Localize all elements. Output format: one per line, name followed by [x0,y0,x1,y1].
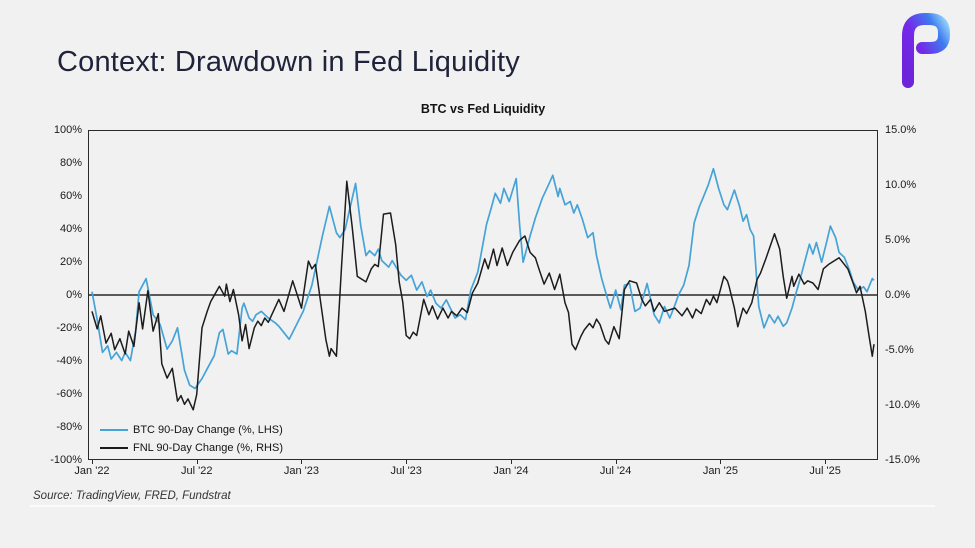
y-axis-right-tick-label: -5.0% [885,344,914,356]
x-axis-tick-mark [510,460,512,464]
footer-divider [30,505,935,507]
legend-label-fnl: FNL 90-Day Change (%, RHS) [133,442,283,454]
y-axis-left-tick-label: 60% [59,190,82,202]
x-axis-tick-label: Jul '22 [180,465,213,477]
y-axis-right-tick-label: 10.0% [885,179,917,191]
x-axis-tick-label: Jan '22 [74,465,110,477]
x-axis-tick-mark [92,460,93,464]
y-axis-left-tick-label: -60% [56,388,82,400]
y-axis-left-tick-label: 80% [59,157,82,169]
y-axis-right-tick-label: 15.0% [885,124,917,136]
legend: BTC 90-Day Change (%, LHS) FNL 90-Day Ch… [100,421,283,457]
x-axis-tick-mark [301,460,303,464]
x-axis-tick-mark [406,460,408,464]
page-title: Context: Drawdown in Fed Liquidity [57,46,520,78]
x-axis-tick-label: Jan '23 [283,465,320,477]
plot-area [88,130,878,460]
y-axis-left-tick-label: -80% [56,421,82,433]
y-axis-left-tick-label: -100% [50,454,82,466]
x-axis-tick-mark [615,460,617,464]
chart-title: BTC vs Fed Liquidity [420,102,546,116]
x-axis-tick-mark [720,460,722,464]
btc-line-swatch [100,429,128,431]
chart-canvas [89,167,877,411]
source-note: Source: TradingView, FRED, Fundstrat [33,490,231,502]
y-axis-left-tick-label: -20% [56,322,82,334]
y-axis-left-tick-label: 20% [59,256,82,268]
y-axis-left-tick-label: 40% [59,223,82,235]
legend-item-fnl: FNL 90-Day Change (%, RHS) [100,439,283,457]
x-axis-tick-mark [196,460,198,464]
x-axis-tick-label: Jan '25 [702,465,738,477]
y-axis-left-tick-label: 100% [53,124,82,136]
btc-series-line [91,167,875,390]
x-axis-tick-label: Jul '24 [599,465,632,477]
fnl-series-line [91,180,875,411]
y-axis-left-tick-label: 0% [66,289,82,301]
legend-label-btc: BTC 90-Day Change (%, LHS) [133,424,283,436]
x-axis-tick-label: Jul '23 [390,465,422,477]
y-axis-left-tick-label: -40% [56,355,82,367]
x-axis-tick-label: Jul '25 [809,465,841,477]
y-axis-right-tick-label: -15.0% [885,454,920,466]
y-axis-right-tick-label: -10.0% [885,399,920,411]
y-axis-right-tick-label: 0.0% [885,289,911,301]
fundstrat-logo-icon [902,13,954,88]
x-axis-tick-mark [825,460,827,464]
legend-item-btc: BTC 90-Day Change (%, LHS) [100,421,283,439]
x-axis-tick-label: Jan '24 [493,465,529,477]
y-axis-right-tick-label: 5.0% [885,234,911,246]
fnl-line-swatch [100,447,128,449]
